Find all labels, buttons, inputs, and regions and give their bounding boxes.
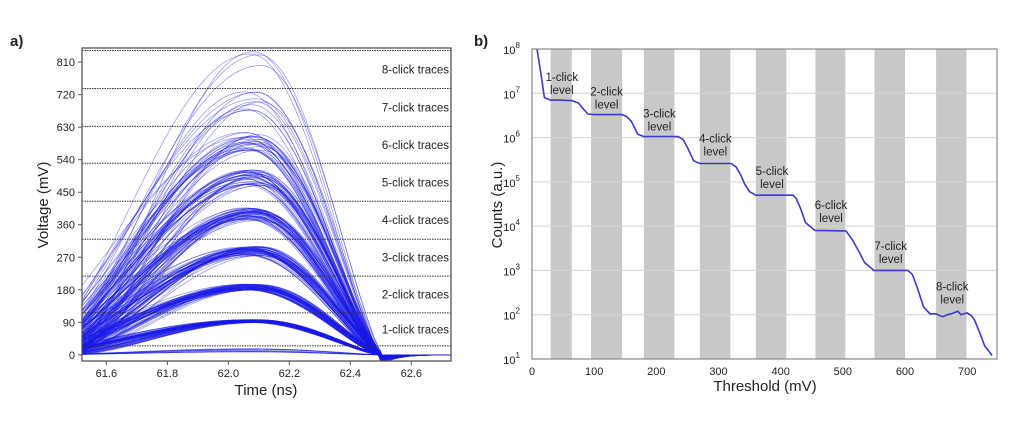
x-tick-label: 62.2: [279, 368, 300, 380]
y-tick-label: 0: [69, 350, 75, 362]
annotation-line2: level: [648, 121, 672, 133]
band-label: 2-click traces: [382, 289, 449, 301]
annotation-line1: 6-click: [815, 200, 848, 212]
x-tick-label: 61.8: [157, 368, 178, 380]
x-tick-label: 300: [709, 366, 727, 378]
panel-b-label: b): [474, 33, 488, 50]
panel-b-grid: [532, 92, 997, 316]
band-label: 1-click traces: [382, 324, 449, 336]
annotation-line2: level: [819, 213, 843, 225]
trace: [82, 286, 451, 357]
y-tick-label: 540: [57, 155, 75, 167]
y-tick-label: 108: [503, 41, 520, 57]
x-tick-label: 700: [958, 366, 976, 378]
x-tick-label: 62.6: [401, 368, 422, 380]
annotation-line2: level: [760, 179, 784, 191]
panel-a-axes: 61.6 61.8 62.0 62.2 62.4 62.6 0 90 180 270 360 450 5…: [57, 57, 422, 380]
y-tick-label: 106: [503, 130, 520, 146]
counts-line: [536, 48, 993, 356]
y-tick-label: 104: [503, 218, 520, 234]
panel-a-xlabel: Time (ns): [235, 382, 298, 399]
panel-b-shaded-bands: [550, 49, 967, 359]
panel-a-label: a): [10, 33, 23, 50]
y-tick-label: 360: [57, 220, 75, 232]
panel-a-band-labels: 1-click traces 2-click traces 3-click trac…: [382, 65, 449, 337]
shaded-band: [936, 49, 967, 359]
panel-b: b) Threshold (mV) Counts (a.u.) 1-clickl…: [474, 33, 998, 395]
panel-a-threshold-lines: [82, 50, 451, 347]
y-tick-label: 90: [63, 317, 75, 329]
panel-a-frame: [81, 47, 452, 362]
band-label: 4-click traces: [382, 215, 449, 227]
annotation-line2: level: [879, 254, 903, 266]
x-tick-label: 0: [529, 366, 535, 378]
y-tick-label: 630: [57, 122, 75, 134]
band-label: 7-click traces: [382, 102, 449, 114]
x-tick-label: 61.6: [96, 368, 117, 380]
annotation-line2: level: [940, 295, 964, 307]
x-tick-label: 62.0: [218, 368, 239, 380]
annotation-line1: 7-click: [874, 241, 907, 253]
annotation-line1: 5-click: [756, 166, 789, 178]
trace: [82, 108, 451, 361]
panel-a-traces: [82, 51, 451, 361]
shaded-band: [699, 49, 731, 359]
y-tick-label: 270: [57, 252, 75, 264]
panel-b-ylabel: Counts (a.u.): [489, 162, 506, 249]
y-tick-label: 101: [503, 351, 520, 367]
x-tick-label: 600: [896, 366, 914, 378]
x-tick-label: 100: [585, 366, 603, 378]
annotation-line2: level: [704, 147, 728, 159]
panel-b-frame: [531, 48, 998, 360]
band-label: 8-click traces: [382, 65, 449, 77]
annotation-line2: level: [550, 85, 574, 97]
annotation-line1: 8-click: [936, 282, 969, 294]
annotation-line1: 1-click: [546, 72, 579, 84]
y-tick-label: 450: [57, 187, 75, 199]
shaded-band: [591, 49, 623, 359]
y-tick-label: 720: [57, 90, 75, 102]
x-tick-label: 400: [771, 366, 789, 378]
y-tick-label: 103: [503, 262, 520, 278]
x-tick-label: 500: [834, 366, 852, 378]
band-label: 5-click traces: [382, 177, 449, 189]
panel-b-axes: 101 102 103 104 105 106 107 108 0 100 200 300 400 500…: [503, 41, 976, 378]
y-tick-label: 107: [503, 85, 520, 101]
shaded-band: [643, 49, 675, 359]
panel-a: a) Time (ns) Voltage (mV) 1-click traces…: [10, 33, 452, 399]
shaded-band: [755, 49, 787, 359]
shaded-band: [874, 49, 905, 359]
shaded-band: [550, 49, 572, 359]
panel-a-ylabel: Voltage (mV): [35, 162, 52, 249]
band-label: 3-click traces: [382, 253, 449, 265]
panel-b-xlabel: Threshold (mV): [713, 378, 816, 395]
y-tick-label: 102: [503, 307, 520, 323]
y-tick-label: 180: [57, 285, 75, 297]
band-label: 6-click traces: [382, 140, 449, 152]
shaded-band: [815, 49, 846, 359]
annotation-line1: 4-click: [699, 134, 732, 146]
trace: [82, 319, 451, 357]
annotation-line1: 2-click: [590, 87, 623, 99]
x-tick-label: 62.4: [340, 368, 361, 380]
y-tick-label: 105: [503, 174, 520, 190]
trace: [82, 53, 451, 361]
trace: [82, 350, 451, 356]
annotation-line1: 3-click: [643, 108, 676, 120]
annotation-line2: level: [595, 100, 619, 112]
x-tick-label: 200: [647, 366, 665, 378]
panel-b-series: [536, 48, 993, 356]
y-tick-label: 810: [57, 57, 75, 69]
